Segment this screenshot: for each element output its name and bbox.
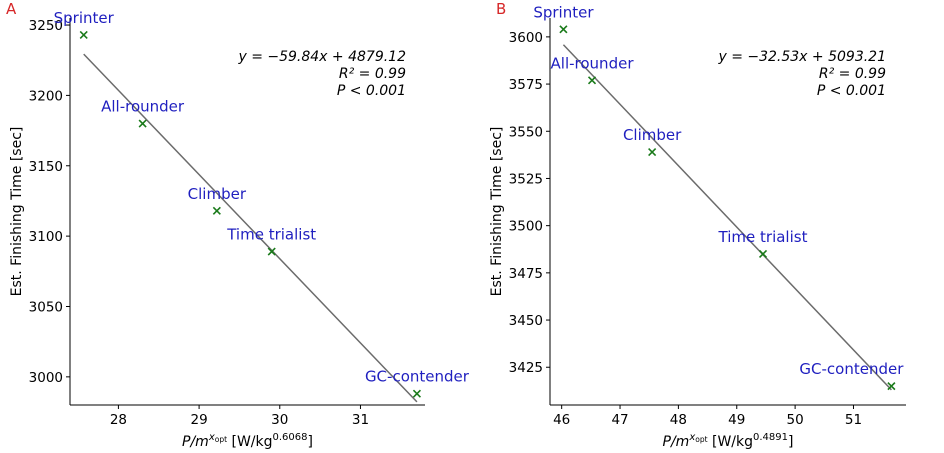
data-point-label: All-rounder bbox=[101, 98, 185, 116]
data-point-mark bbox=[79, 30, 88, 39]
y-tick-label: 3600 bbox=[509, 30, 543, 46]
x-axis-label: P/mxopt [W/kg0.4891] bbox=[663, 432, 794, 450]
data-point-mark bbox=[267, 247, 276, 256]
regression-line bbox=[562, 44, 892, 391]
panel-label: B bbox=[496, 0, 506, 18]
x-tick-label: 28 bbox=[110, 412, 127, 428]
y-axis-label: Est. Finishing Time [sec] bbox=[9, 127, 25, 297]
data-point bbox=[758, 249, 768, 259]
data-point-mark bbox=[559, 25, 568, 34]
regression-equation: y = −59.84x + 4879.12 bbox=[237, 49, 406, 65]
chart-panel-b: B 46 47 48 49 50 51 3425 3450 3475 3500 3525 3550 357… bbox=[489, 0, 906, 450]
regression-equation: y = −32.53x + 5093.21 bbox=[717, 49, 886, 65]
data-point-mark bbox=[887, 382, 896, 391]
y-tick-label: 3450 bbox=[509, 313, 543, 329]
x-tick-label: 48 bbox=[670, 412, 687, 428]
data-point-label: Climber bbox=[188, 185, 247, 203]
y-tick-label: 3150 bbox=[29, 159, 63, 175]
y-tick-label: 3500 bbox=[509, 219, 543, 235]
data-point-label: GC-contender bbox=[365, 368, 470, 386]
x-tick-label: 50 bbox=[787, 412, 804, 428]
y-axis-label: Est. Finishing Time [sec] bbox=[489, 127, 505, 297]
x-axis-label: P/mxopt [W/kg0.6068] bbox=[182, 432, 313, 450]
regression-line bbox=[83, 53, 418, 403]
y-tick-label: 3475 bbox=[509, 266, 543, 282]
x-tick-label: 29 bbox=[190, 412, 207, 428]
x-tick-label: 31 bbox=[352, 412, 369, 428]
data-point bbox=[267, 247, 276, 256]
data-point-label: Climber bbox=[623, 126, 682, 144]
p-value-text: P < 0.001 bbox=[817, 83, 886, 99]
panel-label: A bbox=[6, 0, 17, 18]
data-point-mark bbox=[648, 147, 657, 157]
data-point bbox=[587, 76, 597, 85]
y-tick-label: 3575 bbox=[509, 77, 543, 93]
data-point-label: Time trialist bbox=[718, 228, 808, 246]
data-point-mark bbox=[138, 119, 147, 128]
y-tick-label: 3100 bbox=[29, 229, 63, 245]
y-tick-label: 3050 bbox=[29, 299, 63, 315]
data-point-label: Time trialist bbox=[226, 226, 316, 244]
data-point bbox=[212, 206, 221, 215]
data-point bbox=[648, 147, 657, 157]
r-squared-text: R² = 0.99 bbox=[339, 66, 406, 82]
chart-panel-a: A 28 29 30 31 3000 3050 3100 3150 3200 3250 Est. Fi… bbox=[6, 0, 470, 450]
y-tick-label: 3200 bbox=[29, 88, 63, 104]
y-tick-label: 3550 bbox=[509, 124, 543, 140]
y-tick-label: 3000 bbox=[29, 370, 63, 386]
data-point-label: All-rounder bbox=[551, 54, 635, 72]
data-point bbox=[79, 30, 88, 39]
data-point-label: Sprinter bbox=[54, 9, 115, 27]
x-tick-label: 49 bbox=[728, 412, 745, 428]
data-point bbox=[559, 25, 568, 34]
data-point-mark bbox=[587, 76, 597, 85]
data-point-mark bbox=[412, 389, 421, 398]
x-tick-label: 47 bbox=[611, 412, 628, 428]
data-point bbox=[412, 389, 421, 398]
data-point bbox=[138, 119, 147, 128]
x-tick-label: 46 bbox=[553, 412, 570, 428]
p-value-text: P < 0.001 bbox=[337, 83, 406, 99]
data-point-mark bbox=[758, 249, 768, 259]
data-point-label: GC-contender bbox=[799, 360, 904, 378]
y-tick-label: 3425 bbox=[509, 360, 543, 376]
data-point-mark bbox=[212, 206, 221, 215]
x-tick-label: 51 bbox=[845, 412, 862, 428]
x-tick-label: 30 bbox=[271, 412, 288, 428]
data-point bbox=[887, 382, 896, 391]
y-tick-label: 3525 bbox=[509, 171, 543, 187]
data-point-label: Sprinter bbox=[533, 3, 594, 21]
r-squared-text: R² = 0.99 bbox=[819, 66, 886, 82]
y-tick-label: 3250 bbox=[29, 18, 63, 34]
